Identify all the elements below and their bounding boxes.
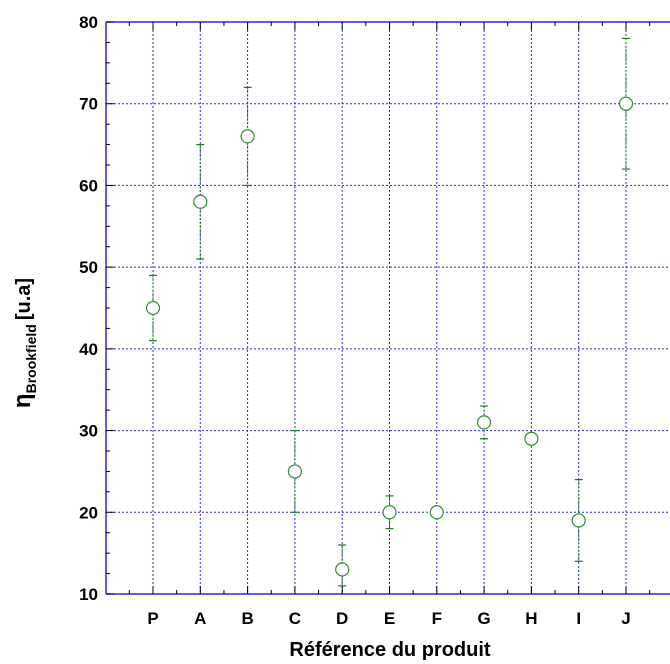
x-tick-label: B [241,609,253,628]
x-tick-label: H [525,609,537,628]
data-point-D [335,562,350,577]
data-point-B [240,129,255,144]
data-point-J [618,96,634,111]
y-axis-label-symbol: η [9,393,36,408]
data-point-C [287,464,302,479]
y-tick-label: 80 [79,13,98,32]
data-point-A [193,194,208,209]
x-tick-label: J [621,609,630,628]
data-point-E [382,505,397,520]
data-point-I [571,513,586,528]
y-axis-label: ηBrookfield [u.a] [9,278,39,408]
y-axis-label-subscript: Brookfield [23,324,39,393]
y-tick-label: 70 [79,95,98,114]
y-tick-label: 60 [79,176,98,195]
x-tick-label: C [289,609,301,628]
y-axis-label-unit: [u.a] [13,278,35,320]
y-tick-label: 50 [79,258,98,277]
y-tick-labels: 10 20 30 40 50 60 70 80 [79,13,98,604]
x-tick-label: G [477,609,490,628]
y-tick-label: 20 [79,503,98,522]
x-axis-label: Référence du produit [289,639,490,661]
x-tick-label: A [194,609,206,628]
axes [105,21,670,595]
x-tick-label: I [576,609,581,628]
x-tick-label: D [336,609,348,628]
data-point-P [145,300,161,316]
data-point-G [477,415,492,430]
data-series [145,37,634,587]
data-point-F [429,505,444,520]
y-tick-label: 10 [79,585,98,604]
data-point-H [524,431,539,446]
x-tick-label: F [432,609,442,628]
x-tick-label: E [384,609,395,628]
y-tick-label: 30 [79,422,98,441]
x-tick-label: P [147,609,158,628]
grid [106,22,670,594]
y-tick-label: 40 [79,340,98,359]
